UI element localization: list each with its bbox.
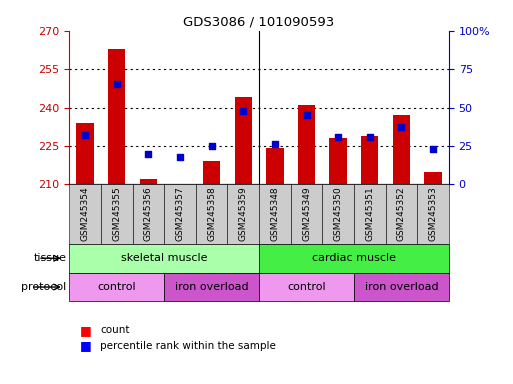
Text: percentile rank within the sample: percentile rank within the sample [100,341,276,351]
Point [113,81,121,88]
Point [271,141,279,147]
Point [144,151,152,157]
Text: GSM245352: GSM245352 [397,187,406,242]
Text: cardiac muscle: cardiac muscle [312,253,396,263]
Text: GSM245358: GSM245358 [207,187,216,242]
Text: GSM245348: GSM245348 [270,187,280,242]
Text: tissue: tissue [34,253,67,263]
Point [429,146,437,152]
Text: protocol: protocol [22,282,67,292]
Text: GSM245354: GSM245354 [81,187,90,242]
Point [81,132,89,138]
Text: GSM245350: GSM245350 [333,187,343,242]
Text: GSM245349: GSM245349 [302,187,311,242]
Point [397,124,405,131]
Point [302,112,310,118]
Point [334,134,342,140]
Bar [424,172,442,184]
Text: control: control [97,282,136,292]
Bar [140,179,157,184]
Text: ■: ■ [80,324,91,337]
Text: iron overload: iron overload [365,282,438,292]
Text: ■: ■ [80,339,91,352]
Bar [298,105,315,184]
Text: control: control [287,282,326,292]
Bar [361,136,379,184]
Text: skeletal muscle: skeletal muscle [121,253,207,263]
Point [366,134,374,140]
Text: GSM245357: GSM245357 [175,187,185,242]
Title: GDS3086 / 101090593: GDS3086 / 101090593 [184,15,334,28]
Text: GSM245355: GSM245355 [112,187,121,242]
Text: GSM245353: GSM245353 [428,187,438,242]
Text: GSM245351: GSM245351 [365,187,374,242]
Bar [393,115,410,184]
Text: GSM245356: GSM245356 [144,187,153,242]
Bar [108,49,125,184]
Bar [203,161,220,184]
Text: count: count [100,325,130,335]
Point [239,108,247,114]
Bar [266,149,284,184]
Bar [329,138,347,184]
Bar [76,123,94,184]
Point [207,143,215,149]
Text: iron overload: iron overload [175,282,248,292]
Point [176,154,184,160]
Text: GSM245359: GSM245359 [239,187,248,242]
Bar [234,97,252,184]
